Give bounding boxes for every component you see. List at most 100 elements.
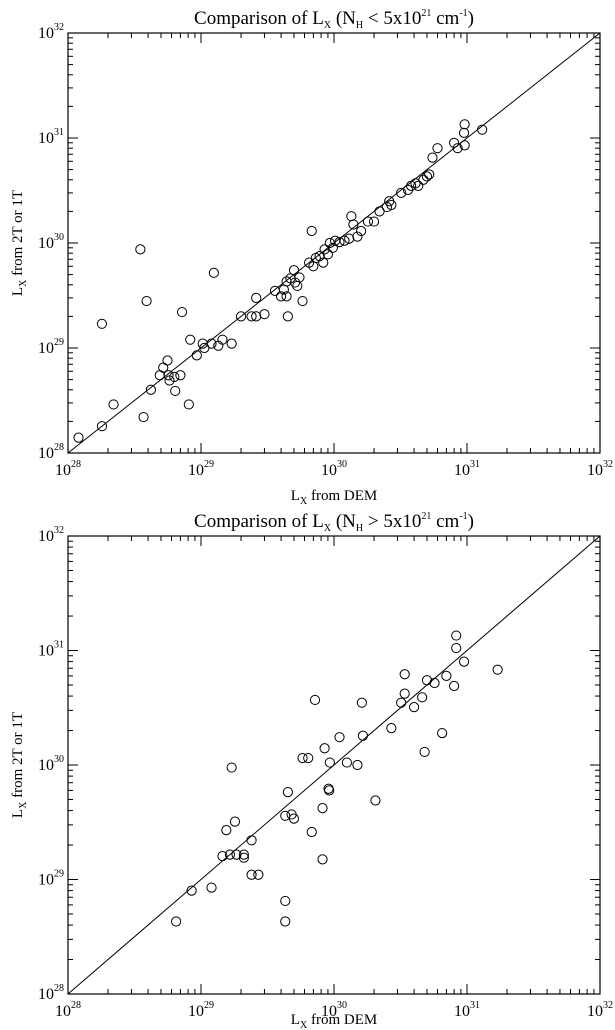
data-point [170,385,181,397]
data-point [408,702,420,713]
data-point [429,677,440,689]
y-tick-label: 1031 [38,640,64,660]
data-point [251,292,262,304]
data-point [186,885,197,896]
x-axis-label: LX from DEM [291,1012,377,1030]
data-point [282,786,293,798]
data-point [162,355,173,366]
data-point [424,169,435,180]
data-point [344,233,355,244]
data-point [297,752,308,764]
data-point [356,697,367,708]
data-point [421,675,433,686]
data-point [176,306,188,318]
data-point [217,334,228,345]
y-tick-label: 1029 [38,869,64,889]
series-points [171,630,503,927]
data-point [191,350,202,361]
data-point [421,171,433,182]
data-point [281,291,292,302]
data-point [319,743,330,754]
data-point [238,849,249,860]
data-point [413,180,424,191]
data-point [452,143,463,154]
data-point [356,225,367,237]
data-point [399,669,410,680]
data-point [288,265,300,276]
data-point [73,432,84,443]
y-tick-label: 1028 [38,442,64,462]
y-tick-label: 1028 [38,983,64,1003]
y-axis-label: LX from 2T or 1T [10,190,29,296]
data-point [324,785,335,796]
data-point [441,670,452,682]
y-tick-label: 1032 [38,22,64,42]
data-point [386,199,397,211]
chart-title: Comparison of LX (NH > 5x1021 cm-1) [194,511,474,534]
data-point [317,803,328,814]
data-point [280,916,291,927]
data-point [185,334,196,345]
data-point [288,813,300,824]
y-tick-label: 1030 [38,232,64,252]
data-point [341,757,352,768]
data-point [317,854,328,865]
data-point [459,140,470,151]
data-point [280,895,291,907]
data-point [449,680,460,692]
x-tick-label: 1032 [587,459,613,479]
data-point [292,280,303,292]
data-point [399,688,410,699]
data-point [163,370,174,381]
data-point [231,849,242,860]
data-point [396,697,407,708]
x-tick-label: 1028 [55,1000,81,1020]
data-point [251,311,262,322]
data-point [348,219,359,230]
data-point [281,276,292,287]
data-point [362,216,374,227]
data-point [352,759,363,771]
data-point [145,384,156,395]
x-tick-label: 1031 [454,459,480,479]
data-point [171,916,182,927]
data-point [169,371,180,383]
data-point [221,825,232,836]
data-point [306,225,317,237]
data-point [319,244,330,255]
data-point [346,211,357,222]
data-point [417,692,428,703]
data-point [246,835,257,846]
data-point [492,664,503,675]
data-point [357,730,369,741]
data-point [386,723,397,734]
x-tick-label: 1028 [55,459,81,479]
data-point [275,291,287,302]
data-point [451,630,462,641]
data-point [183,399,194,410]
y-tick-label: 1029 [38,337,64,357]
data-point [451,642,462,654]
data-point [208,267,219,278]
data-point [419,746,430,758]
data-point [437,727,448,739]
data-point [259,309,270,320]
data-point [229,816,241,827]
data-point [96,318,108,329]
data-point [280,810,291,821]
data-point [370,795,381,806]
data-point [449,137,460,148]
data-point [432,143,443,154]
data-point [226,762,237,773]
data-point [294,272,305,283]
data-point [334,236,345,248]
data-point [324,757,335,768]
data-point [175,370,186,381]
data-point [477,124,488,135]
data-point [309,694,321,706]
data-point [381,201,393,213]
data-point [322,249,334,260]
data-point [206,882,217,893]
data-point [217,851,228,862]
